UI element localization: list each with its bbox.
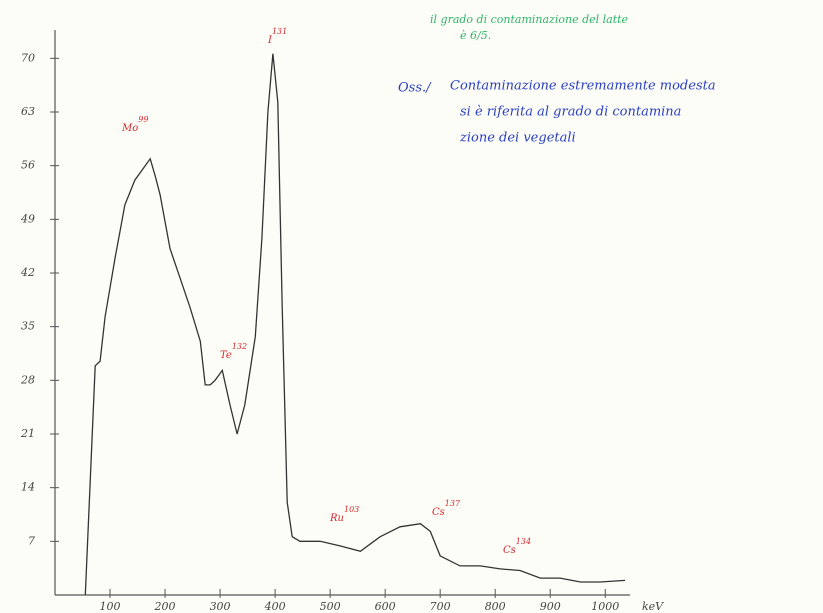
x-tick-label: 400 <box>264 600 286 613</box>
isotope-mass: 131 <box>272 27 287 36</box>
y-tick-label: 70 <box>21 51 35 64</box>
peak-annotation: Cs137 <box>432 499 461 518</box>
isotope-symbol: Cs <box>432 507 445 518</box>
peak-annotation: Cs134 <box>503 537 531 556</box>
peak-annotation: Mo99 <box>121 115 148 134</box>
isotope-symbol: Te <box>220 350 232 361</box>
x-tick-label: 900 <box>540 600 561 613</box>
y-tick-label: 49 <box>20 212 35 225</box>
x-tick-label: 1000 <box>591 600 619 613</box>
note-green: il grado di contaminazione del latte <box>430 13 629 26</box>
peak-annotation: I131 <box>267 27 287 46</box>
y-tick-label: 56 <box>21 159 35 172</box>
note-green: è 6/5. <box>460 29 491 42</box>
x-tick-label: 600 <box>375 600 396 613</box>
y-tick-label: 28 <box>20 373 35 386</box>
note-blue: zione dei vegetali <box>459 131 576 146</box>
isotope-mass: 132 <box>232 342 247 351</box>
note-blue: Contaminazione estremamente modesta <box>450 79 716 94</box>
x-tick-label: 800 <box>485 600 506 613</box>
isotope-mass: 103 <box>344 505 359 514</box>
x-tick-label: 100 <box>100 600 121 613</box>
note-blue: si è riferita al grado di contamina <box>460 105 681 120</box>
isotope-mass: 137 <box>445 499 461 508</box>
spectrum-line <box>84 53 626 596</box>
peak-annotation: Ru103 <box>329 505 359 524</box>
y-tick-label: 63 <box>21 105 35 118</box>
isotope-mass: 99 <box>138 115 148 124</box>
isotope-symbol: I <box>267 35 273 46</box>
x-tick-label: 500 <box>320 600 341 613</box>
x-axis-label: keV <box>642 600 664 613</box>
x-tick-label: 700 <box>430 600 451 613</box>
peak-annotation: Te132 <box>220 342 247 361</box>
y-tick-label: 7 <box>28 534 35 547</box>
x-tick-label: 300 <box>210 600 231 613</box>
isotope-symbol: Ru <box>329 513 344 524</box>
y-tick-label: 35 <box>21 320 35 333</box>
x-tick-label: 200 <box>154 600 176 613</box>
y-tick-label: 14 <box>21 481 35 494</box>
isotope-mass: 134 <box>516 537 531 546</box>
isotope-symbol: Cs <box>503 545 516 556</box>
y-tick-label: 42 <box>20 266 35 279</box>
isotope-symbol: Mo <box>121 123 138 134</box>
y-tick-label: 21 <box>20 427 35 440</box>
note-prefix: Oss./ <box>398 81 432 96</box>
